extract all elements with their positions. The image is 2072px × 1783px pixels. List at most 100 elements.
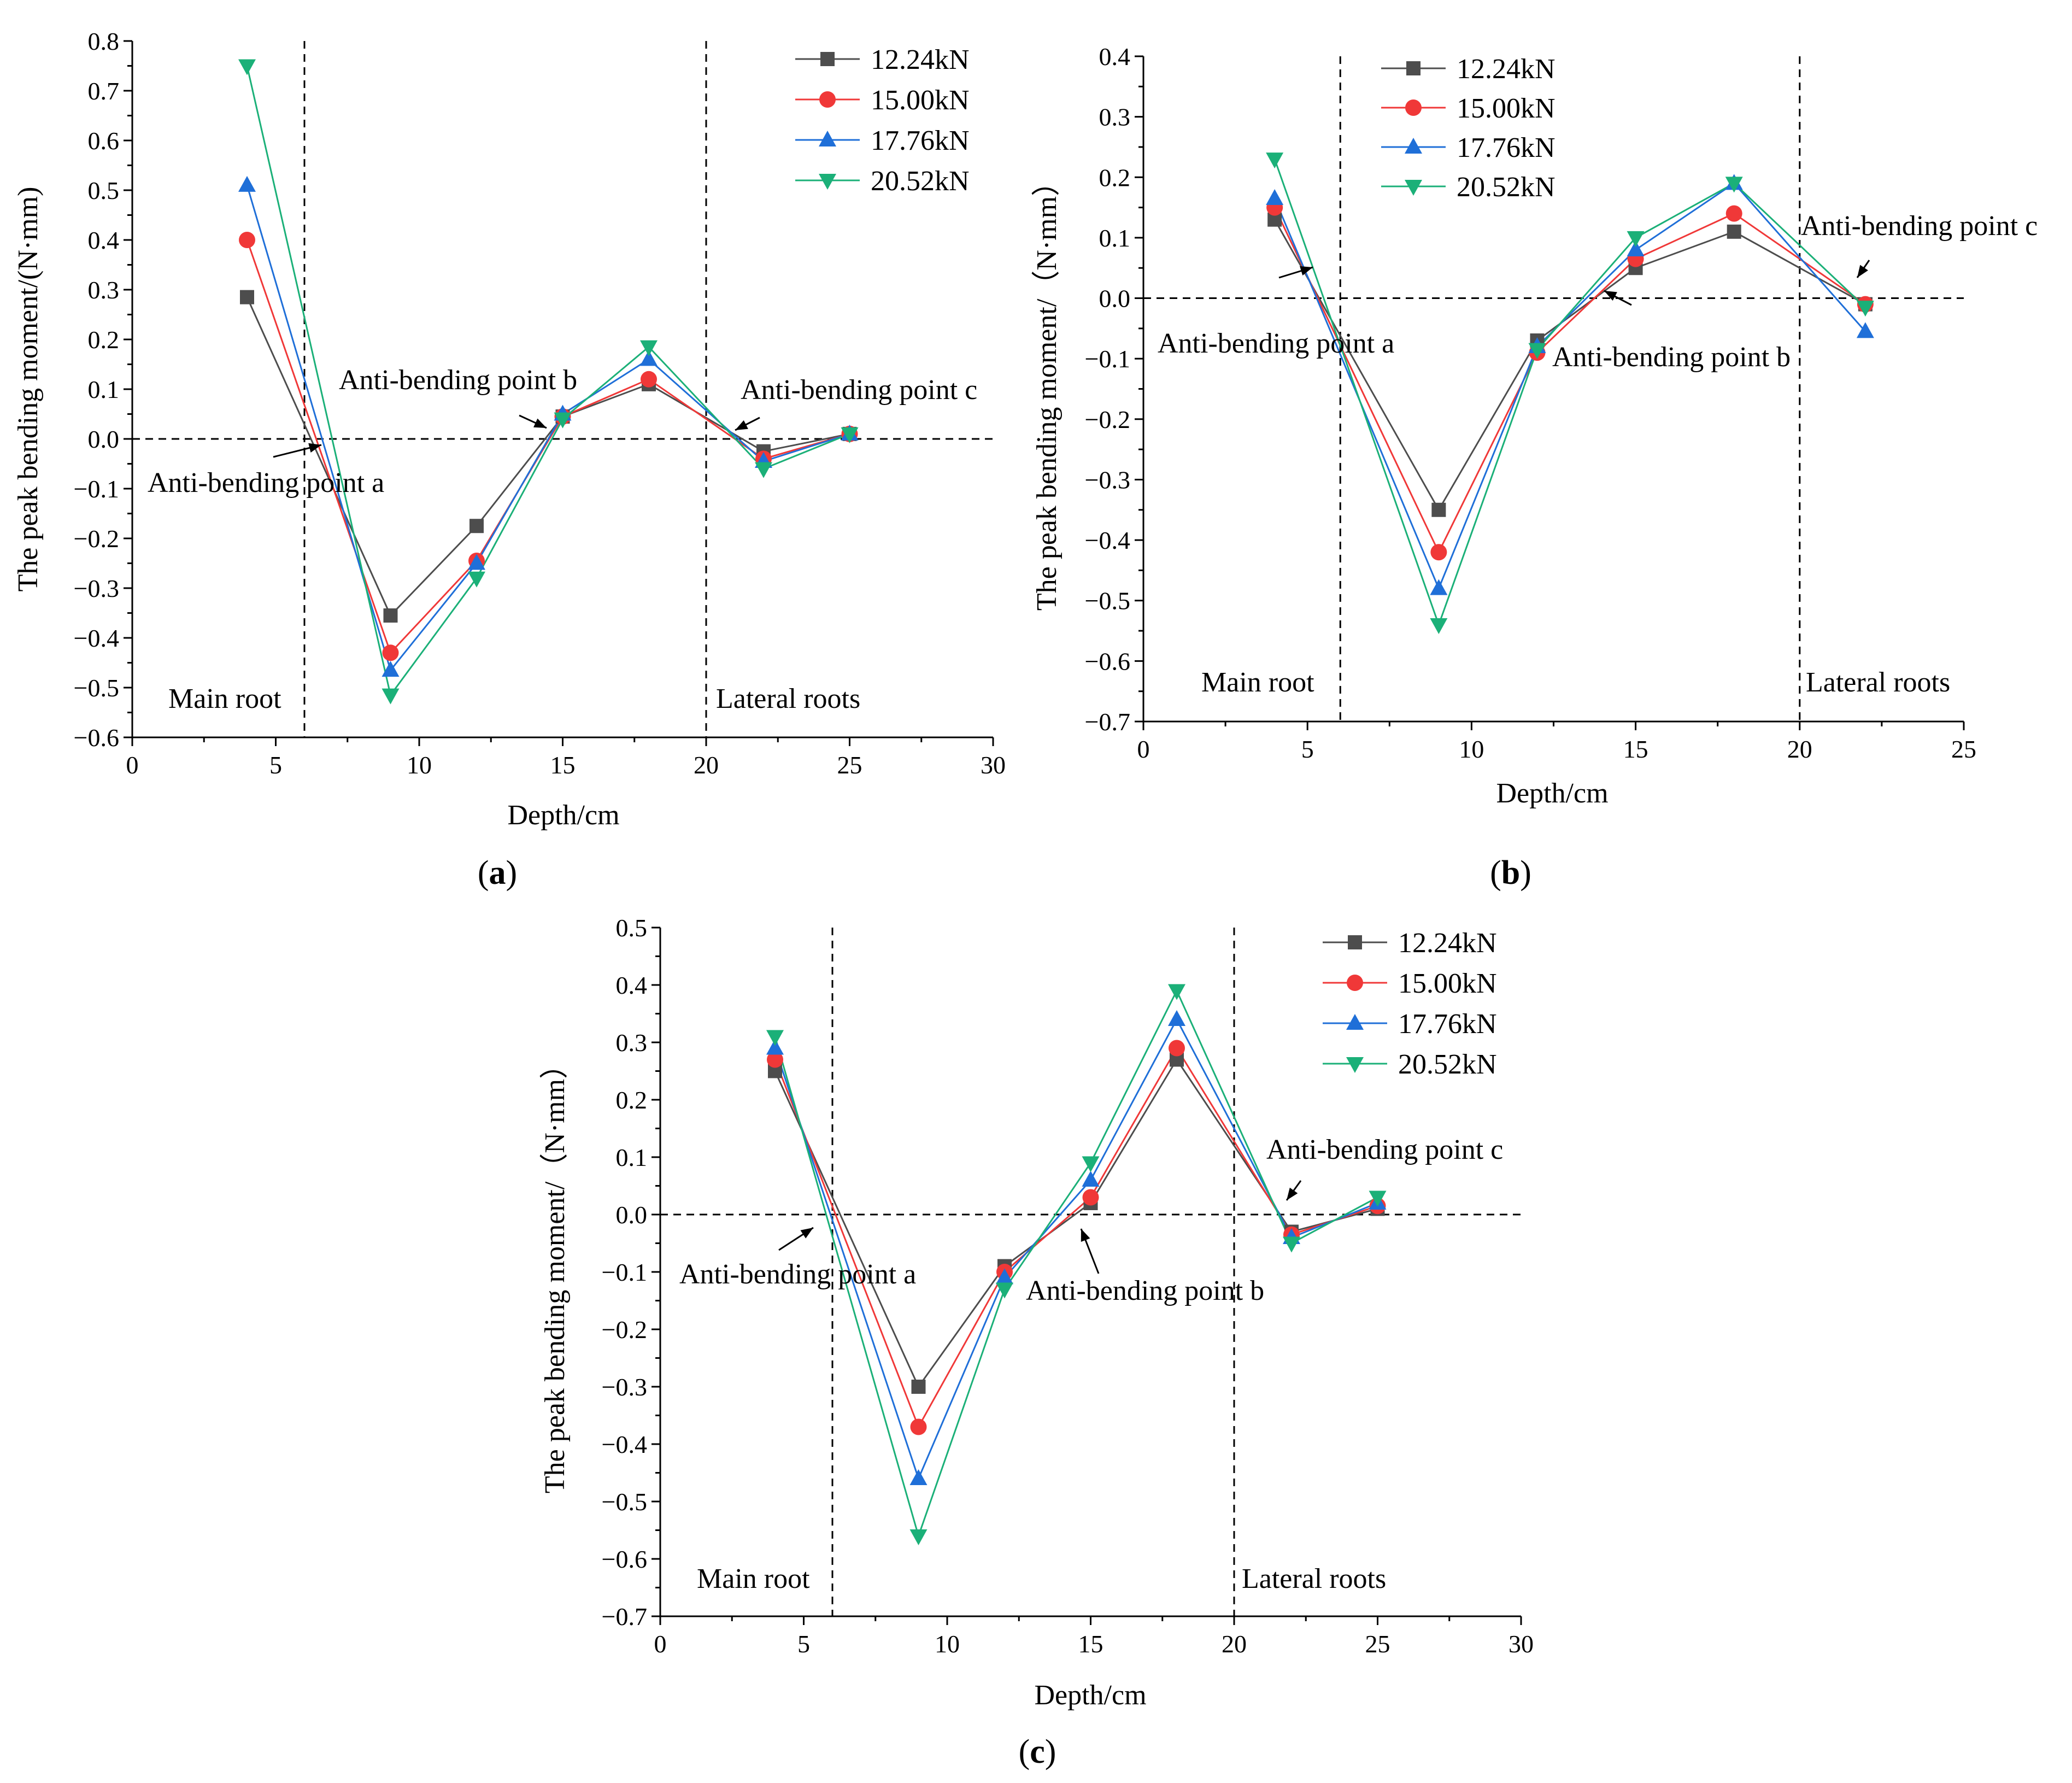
series-line-12.24kN xyxy=(774,1058,1378,1388)
legend-entry: 12.24kN xyxy=(871,44,970,75)
data-point-17.76kN xyxy=(1082,1171,1100,1187)
arrow-head xyxy=(308,443,321,453)
panel-label: (a) xyxy=(478,854,517,892)
data-point-20.52kN xyxy=(1627,231,1645,247)
y-tick-label: 0.3 xyxy=(88,276,120,304)
data-point-20.52kN xyxy=(841,427,859,443)
main-root-label: Main root xyxy=(168,683,281,714)
x-tick-label: 25 xyxy=(1951,735,1976,763)
legend-entry: 20.52kN xyxy=(1398,1049,1497,1080)
y-tick-label: −0.6 xyxy=(1085,647,1130,675)
x-tick-label: 10 xyxy=(407,751,432,779)
data-point-15.00kN xyxy=(767,1051,783,1068)
legend-marker xyxy=(1405,180,1422,196)
legend-marker xyxy=(819,174,836,190)
y-tick-label: −0.5 xyxy=(602,1488,647,1516)
x-tick-label: 0 xyxy=(126,751,139,779)
y-tick-label: 0.4 xyxy=(88,226,120,254)
series-line-17.76kN xyxy=(246,185,850,672)
data-point-20.52kN xyxy=(1266,153,1284,169)
x-tick-label: 10 xyxy=(1459,735,1484,763)
data-point-17.76kN xyxy=(238,175,256,192)
data-point-17.76kN xyxy=(1430,579,1448,595)
y-tick-label: 0.3 xyxy=(616,1029,648,1057)
arrow-head xyxy=(1857,265,1868,278)
x-tick-label: 0 xyxy=(654,1630,667,1658)
x-tick-label: 15 xyxy=(1078,1630,1103,1658)
x-tick-label: 10 xyxy=(935,1630,960,1658)
panel-letter: b xyxy=(1501,854,1520,892)
data-point-15.00kN xyxy=(910,1418,927,1435)
y-tick-label: 0.2 xyxy=(616,1086,648,1114)
x-axis-label: Depth/cm xyxy=(1034,1680,1146,1711)
x-tick-label: 20 xyxy=(1222,1630,1247,1658)
series-line-17.76kN xyxy=(774,1017,1378,1481)
arrow-head xyxy=(533,418,547,428)
x-tick-label: 5 xyxy=(1301,735,1314,763)
y-tick-label: 0.0 xyxy=(616,1201,648,1229)
y-tick-label: 0.0 xyxy=(88,425,120,453)
annotation-label: Anti-bending point c xyxy=(1266,1134,1503,1165)
y-tick-label: 0.1 xyxy=(88,376,120,403)
panel-label: (b) xyxy=(1490,854,1531,892)
y-tick-label: −0.3 xyxy=(74,574,119,602)
data-point-17.76kN xyxy=(766,1039,784,1055)
y-tick-label: 0.2 xyxy=(1099,163,1131,191)
data-point-12.24kN xyxy=(911,1380,926,1394)
series-line-20.52kN xyxy=(1273,159,1866,627)
y-tick-label: 0.3 xyxy=(1099,103,1131,131)
legend-marker xyxy=(1346,1014,1364,1030)
data-point-20.52kN xyxy=(1082,1156,1100,1172)
data-point-20.52kN xyxy=(1725,177,1743,193)
y-tick-label: −0.7 xyxy=(602,1603,647,1630)
data-point-20.52kN xyxy=(640,340,658,356)
legend-entry: 15.00kN xyxy=(871,85,970,116)
legend-marker xyxy=(1348,935,1362,949)
arrow-head xyxy=(735,420,748,430)
x-tick-label: 5 xyxy=(269,751,282,779)
annotation-label: Anti-bending point c xyxy=(741,374,977,406)
legend-entry: 17.76kN xyxy=(871,125,970,156)
data-point-15.00kN xyxy=(1430,544,1447,561)
y-tick-label: 0.1 xyxy=(1099,224,1131,252)
y-tick-label: −0.5 xyxy=(74,674,119,702)
data-point-20.52kN xyxy=(755,462,772,478)
y-tick-label: 0.0 xyxy=(1099,285,1131,313)
y-tick-label: −0.6 xyxy=(602,1545,647,1573)
annotation-label: Anti-bending point b xyxy=(339,365,577,396)
y-tick-label: 0.5 xyxy=(616,914,648,942)
data-point-20.52kN xyxy=(909,1529,928,1545)
lateral-roots-label: Lateral roots xyxy=(1806,667,1950,698)
data-point-20.52kN xyxy=(1168,984,1185,1000)
y-tick-label: 0.6 xyxy=(88,127,120,155)
arrow-head xyxy=(1300,266,1313,276)
chart-panel-c: 0 5 10 15 20 25 30 −0.7 −0.6 −0.5 −0.4 −0.3 −0.2 −0.1… xyxy=(539,914,1534,1770)
annotation-label: Anti-bending point b xyxy=(1026,1275,1264,1306)
y-tick-label: −0.1 xyxy=(74,475,119,503)
data-point-20.52kN xyxy=(238,59,256,75)
y-tick-label: −0.2 xyxy=(602,1316,647,1344)
x-tick-label: 30 xyxy=(981,751,1006,779)
legend-marker xyxy=(819,91,836,108)
data-point-17.76kN xyxy=(640,350,658,366)
y-tick-label: −0.4 xyxy=(602,1430,647,1458)
legend-marker xyxy=(1405,99,1422,116)
y-tick-label: 0.4 xyxy=(1099,43,1131,71)
legend-entry: 17.76kN xyxy=(1457,132,1556,163)
y-tick-label: −0.5 xyxy=(1085,587,1130,615)
x-axis-label: Depth/cm xyxy=(1496,778,1608,809)
y-axis-label: The peak bending moment/(N·mm) xyxy=(13,187,44,592)
arrow-head xyxy=(800,1228,813,1239)
x-tick-label: 25 xyxy=(1365,1630,1390,1658)
data-point-17.76kN xyxy=(381,661,400,677)
data-point-17.76kN xyxy=(996,1268,1013,1285)
y-axis-label: The peak bending moment/（N·mm） xyxy=(539,1051,571,1493)
x-tick-label: 5 xyxy=(797,1630,810,1658)
annotation-label: Anti-bending point a xyxy=(148,467,384,498)
x-tick-label: 25 xyxy=(837,751,862,779)
x-tick-label: 30 xyxy=(1508,1630,1534,1658)
legend-marker xyxy=(819,131,836,146)
data-point-12.24kN xyxy=(1727,224,1741,239)
y-axis-label: The peak bending moment/（N·mm） xyxy=(1031,168,1063,611)
chart-panel-a: 0 5 10 15 20 25 30 −0.6 −0.5 −0.4 −0.3 −0.2 −0.1 0.0 0… xyxy=(13,27,1006,892)
